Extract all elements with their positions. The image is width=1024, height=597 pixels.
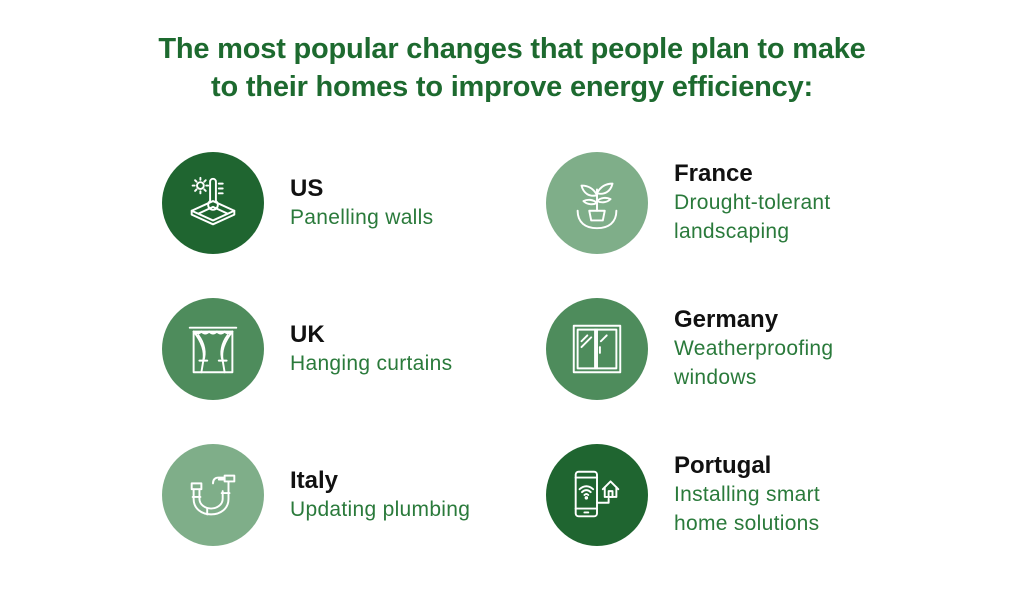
item-text: France Drought-tolerant landscaping bbox=[674, 152, 934, 254]
change-label: Panelling walls bbox=[290, 205, 434, 229]
list-item-portugal: Portugal Installing smart home solutions bbox=[546, 444, 926, 548]
window-icon bbox=[572, 324, 622, 374]
change-label-line-2: landscaping bbox=[674, 220, 790, 243]
thermometer-floor-icon bbox=[190, 176, 236, 226]
page-title: The most popular changes that people pla… bbox=[0, 30, 1024, 106]
change-label-line-1: Installing smart bbox=[674, 483, 821, 506]
icon-circle bbox=[162, 152, 264, 254]
smart-home-phone-icon bbox=[574, 470, 620, 518]
change-label-line-2: windows bbox=[674, 366, 757, 389]
list-item-france: France Drought-tolerant landscaping bbox=[546, 152, 926, 256]
item-text: UK Hanging curtains bbox=[290, 298, 550, 400]
item-text: Portugal Installing smart home solutions bbox=[674, 444, 934, 546]
change-label-line-1: Weatherproofing bbox=[674, 337, 834, 360]
icon-circle bbox=[162, 444, 264, 546]
list-item-uk: UK Hanging curtains bbox=[162, 298, 542, 402]
item-text: Germany Weatherproofing windows bbox=[674, 298, 934, 400]
pipe-icon bbox=[190, 474, 236, 516]
change-label-line-2: home solutions bbox=[674, 512, 820, 535]
item-text: US Panelling walls bbox=[290, 152, 550, 254]
country-label: Italy bbox=[290, 466, 339, 494]
icon-circle bbox=[546, 298, 648, 400]
icon-circle bbox=[162, 298, 264, 400]
country-label: UK bbox=[290, 320, 325, 348]
list-item-italy: Italy Updating plumbing bbox=[162, 444, 542, 548]
list-item-us: US Panelling walls bbox=[162, 152, 542, 256]
potted-plant-icon bbox=[576, 182, 618, 230]
title-line-2: to their homes to improve energy efficie… bbox=[211, 71, 813, 103]
country-label: Portugal bbox=[674, 452, 772, 479]
list-item-germany: Germany Weatherproofing windows bbox=[546, 298, 926, 402]
country-label: Germany bbox=[674, 306, 779, 333]
title-line-1: The most popular changes that people pla… bbox=[158, 33, 866, 65]
icon-circle bbox=[546, 152, 648, 254]
curtains-icon bbox=[188, 326, 238, 374]
country-label: US bbox=[290, 174, 324, 202]
item-text: Italy Updating plumbing bbox=[290, 444, 550, 546]
change-label-line-1: Drought-tolerant bbox=[674, 191, 831, 214]
change-label: Hanging curtains bbox=[290, 351, 453, 375]
country-label: France bbox=[674, 160, 753, 187]
change-label: Updating plumbing bbox=[290, 497, 471, 521]
icon-circle bbox=[546, 444, 648, 546]
